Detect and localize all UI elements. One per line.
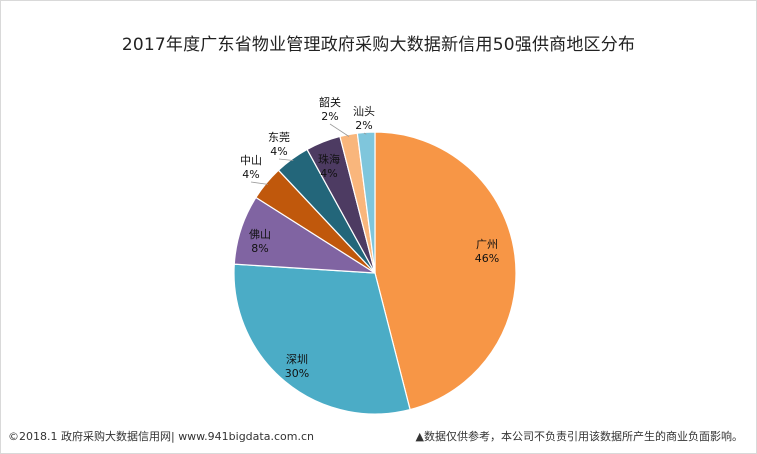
pie-slice-7 <box>356 131 376 274</box>
leader-line-6 <box>329 123 350 137</box>
slice-label-7: 汕头 <box>353 105 375 118</box>
slice-value-5: 4% <box>320 167 337 180</box>
slice-value-6: 2% <box>321 110 338 123</box>
slice-label-5: 珠海 <box>318 152 340 166</box>
slice-label-2: 佛山 <box>249 228 271 241</box>
slice-label-4: 东莞 <box>268 131 290 144</box>
footer-source: ©2018.1 政府采购大数据信用网| www.941bigdata.com.c… <box>8 430 314 443</box>
slice-value-2: 8% <box>251 242 268 255</box>
chart-title: 2017年度广东省物业管理政府采购大数据新信用50强供商地区分布 <box>121 35 636 55</box>
slice-value-4: 4% <box>270 145 287 158</box>
pie-slice-0 <box>374 131 517 411</box>
pie-slices <box>233 131 517 415</box>
footer-disclaimer: ▲数据仅供参考，本公司不负责引用该数据所产生的商业负面影响。 <box>415 430 743 443</box>
leader-line-3 <box>250 181 268 185</box>
pie-slice-1 <box>233 263 411 415</box>
slice-label-1: 深圳 <box>286 353 308 366</box>
slice-label-6: 韶关 <box>319 95 341 109</box>
leader-line-4 <box>278 158 294 161</box>
slice-value-3: 4% <box>242 168 259 181</box>
slice-value-0: 46% <box>475 252 499 265</box>
leader-lines <box>250 123 367 185</box>
leader-line-7 <box>363 132 367 135</box>
slice-value-1: 30% <box>285 367 309 380</box>
slice-label-3: 中山 <box>240 154 262 167</box>
slice-label-0: 广州 <box>476 238 498 251</box>
slice-value-7: 2% <box>355 119 372 132</box>
